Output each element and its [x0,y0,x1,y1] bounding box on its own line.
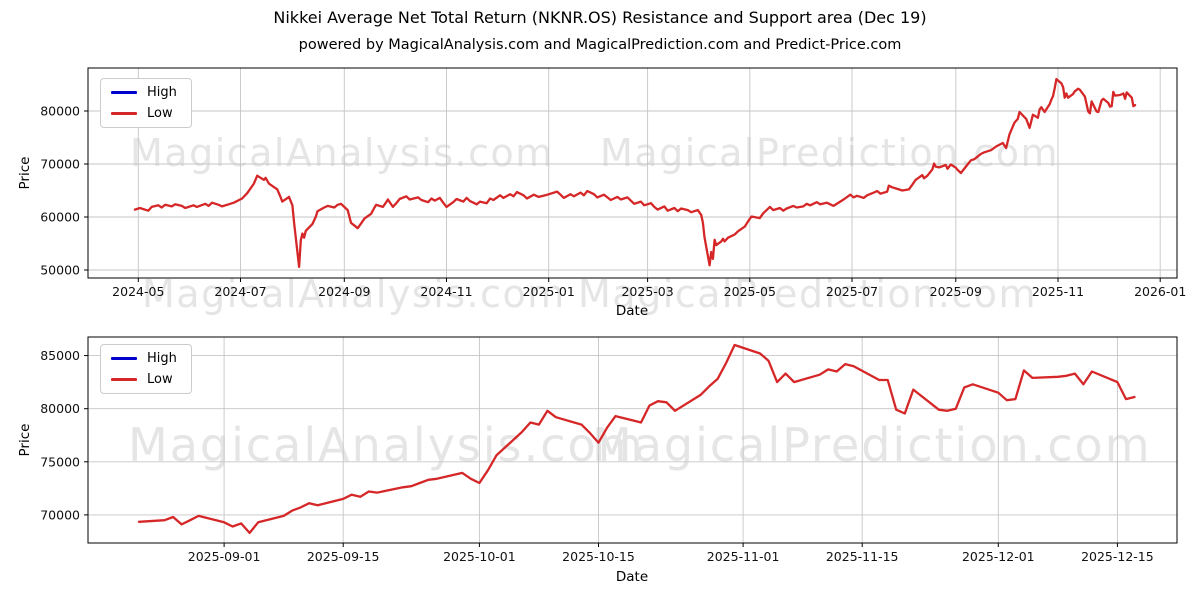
legend-item-low: Low [111,373,177,386]
axis-tick-marks [84,355,1118,547]
svg-text:2025-09-15: 2025-09-15 [307,549,380,564]
y-axis-label-bottom: Price [17,423,33,457]
svg-text:2024-09: 2024-09 [318,284,370,299]
svg-text:2025-01: 2025-01 [523,284,575,299]
svg-text:50000: 50000 [40,263,80,278]
legend-label-low: Low [147,372,173,387]
svg-text:80000: 80000 [40,401,80,416]
low-series-line [133,77,1137,269]
svg-text:2024-11: 2024-11 [420,284,472,299]
svg-text:2025-07: 2025-07 [826,284,878,299]
axis-tick-labels: 2025-09-01 2025-09-15 2025-10-01 2025-10-15… [40,348,1153,564]
svg-text:2025-10-01: 2025-10-01 [443,549,516,564]
page-subtitle: powered by MagicalAnalysis.com and Magic… [298,37,902,53]
high-line-swatch [111,357,137,360]
plot-border [87,67,1178,279]
legend-item-low: Low [111,107,177,120]
svg-text:2025-05: 2025-05 [724,284,776,299]
svg-text:2025-03: 2025-03 [621,284,673,299]
svg-text:2025-12-15: 2025-12-15 [1081,549,1154,564]
svg-text:2024-05: 2024-05 [112,284,164,299]
svg-text:2025-09: 2025-09 [930,284,982,299]
svg-text:2026-01: 2026-01 [1134,284,1186,299]
x-axis-label-top: Date [615,303,649,319]
low-series-line [137,343,1136,535]
svg-text:2024-07: 2024-07 [214,284,266,299]
axis-tick-marks [84,110,1161,282]
high-line-swatch [111,91,137,94]
legend-item-high: High [111,352,177,365]
y-axis-label-top: Price [17,156,33,190]
low-line-swatch [111,378,137,381]
svg-text:2025-11-01: 2025-11-01 [707,549,780,564]
svg-text:85000: 85000 [40,348,80,363]
low-line-swatch [111,112,137,115]
svg-text:2025-10-15: 2025-10-15 [562,549,635,564]
svg-text:60000: 60000 [40,210,80,225]
axis-tick-labels: 2024-05 2024-07 2024-09 2024-11 2025-01 2025-… [40,104,1186,300]
legend-item-high: High [111,86,177,99]
svg-text:70000: 70000 [40,507,80,522]
svg-text:2025-11-15: 2025-11-15 [826,549,899,564]
gridlines [88,337,1177,543]
plot-border [87,336,1178,544]
svg-text:2025-12-01: 2025-12-01 [962,549,1035,564]
legend-label-low: Low [147,106,173,121]
svg-text:2025-09-01: 2025-09-01 [188,549,261,564]
svg-text:80000: 80000 [40,104,80,119]
legend-label-high: High [147,351,177,366]
page-title: Nikkei Average Net Total Return (NKNR.OS… [273,8,927,27]
svg-text:70000: 70000 [40,157,80,172]
x-axis-label-bottom: Date [615,569,649,585]
svg-text:75000: 75000 [40,454,80,469]
legend-bottom: High Low [100,344,192,394]
svg-text:2025-11: 2025-11 [1032,284,1084,299]
gridlines [88,68,1177,278]
legend-label-high: High [147,85,177,100]
legend-top: High Low [100,78,192,128]
